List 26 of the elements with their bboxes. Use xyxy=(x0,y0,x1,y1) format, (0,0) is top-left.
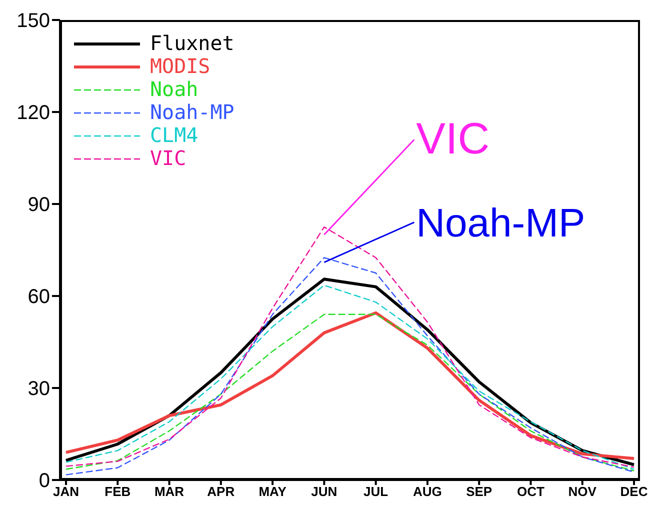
y-tick-label: 150 xyxy=(16,10,50,32)
y-tick-label: 30 xyxy=(28,378,50,400)
x-tick-label: SEP xyxy=(466,484,492,500)
x-tick-label: AUG xyxy=(413,484,442,500)
y-tick-label: 0 xyxy=(38,470,50,492)
legend-label: CLM4 xyxy=(150,123,198,147)
y-tick-label: 60 xyxy=(28,286,50,308)
x-tick-label: MAR xyxy=(154,484,185,500)
annotation: VIC xyxy=(416,114,490,164)
x-tick-label: JUL xyxy=(364,484,388,500)
legend-label: Noah xyxy=(150,77,198,101)
legend-label: Fluxnet xyxy=(150,31,234,55)
x-tick-label: JUN xyxy=(311,484,338,500)
x-tick-label: JAN xyxy=(52,484,80,500)
legend-label: Noah-MP xyxy=(150,100,234,124)
x-tick-label: MAY xyxy=(258,484,287,500)
x-tick-label: FEB xyxy=(104,484,131,500)
legend-label: VIC xyxy=(150,146,186,170)
x-tick-label: DEC xyxy=(620,484,648,500)
x-tick-label: NOV xyxy=(568,484,597,500)
y-tick-label: 120 xyxy=(16,102,50,124)
annotation: Noah-MP xyxy=(416,201,586,246)
x-tick-label: OCT xyxy=(517,484,544,500)
x-tick-label: APR xyxy=(207,484,236,500)
legend-label: MODIS xyxy=(150,54,210,78)
y-tick-label: 90 xyxy=(28,194,50,216)
